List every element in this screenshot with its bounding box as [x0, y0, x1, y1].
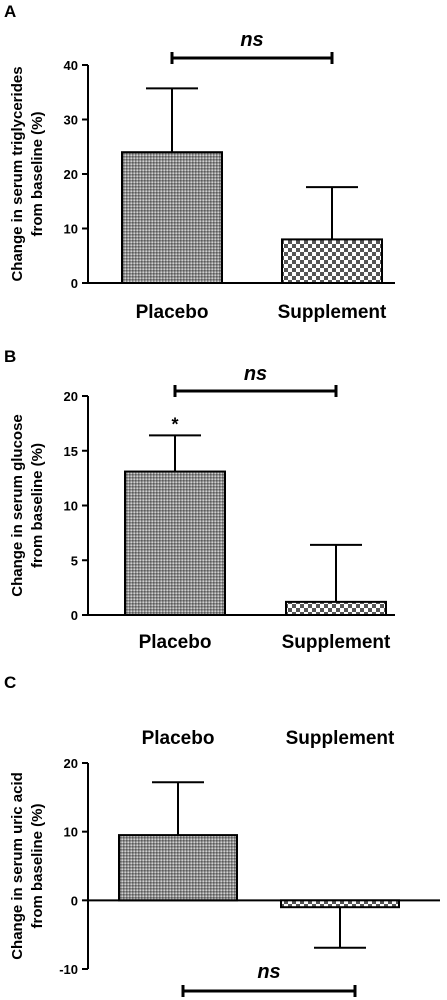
y-tick-label: 0	[71, 276, 78, 291]
y-tick-label: 15	[64, 444, 78, 459]
y-tick-label: 10	[64, 222, 78, 237]
y-axis-label: Change in serum uric acid	[9, 772, 26, 960]
category-label: Placebo	[142, 728, 215, 749]
y-tick-label: 30	[64, 113, 78, 128]
y-tick-label: 40	[64, 58, 78, 73]
ns-label: ns	[240, 29, 263, 51]
y-axis-label: Change in serum triglycerides	[9, 66, 26, 281]
y-axis-label: from baseline (%)	[29, 111, 46, 236]
y-tick-label: 0	[71, 608, 78, 623]
category-label: Supplement	[278, 302, 387, 323]
category-label: Placebo	[136, 302, 209, 323]
y-tick-label: 5	[71, 553, 78, 568]
bar-supplement	[285, 600, 387, 616]
y-axis-label: from baseline (%)	[29, 443, 46, 568]
ns-label: ns	[257, 961, 280, 983]
panel-letter: A	[4, 2, 16, 21]
bar-supplement	[280, 899, 400, 909]
bar-placebo	[121, 151, 223, 284]
bar-placebo	[118, 834, 238, 902]
y-tick-label: 20	[64, 167, 78, 182]
category-label: Supplement	[286, 728, 395, 749]
panel-letter: B	[4, 347, 16, 366]
category-label: Placebo	[139, 632, 212, 653]
y-tick-label: -10	[59, 962, 78, 977]
y-axis-label: from baseline (%)	[29, 803, 46, 928]
bar-supplement	[281, 238, 383, 284]
category-label: Supplement	[282, 632, 391, 653]
significance-star: *	[171, 414, 178, 434]
y-tick-label: 10	[64, 499, 78, 514]
ns-label: ns	[244, 363, 267, 385]
y-tick-label: 20	[64, 756, 78, 771]
y-tick-label: 20	[64, 389, 78, 404]
y-axis-label: Change in serum glucose	[9, 414, 26, 597]
y-tick-label: 10	[64, 825, 78, 840]
bar-placebo	[124, 470, 226, 616]
panel-letter: C	[4, 673, 16, 692]
y-tick-label: 0	[71, 893, 78, 908]
